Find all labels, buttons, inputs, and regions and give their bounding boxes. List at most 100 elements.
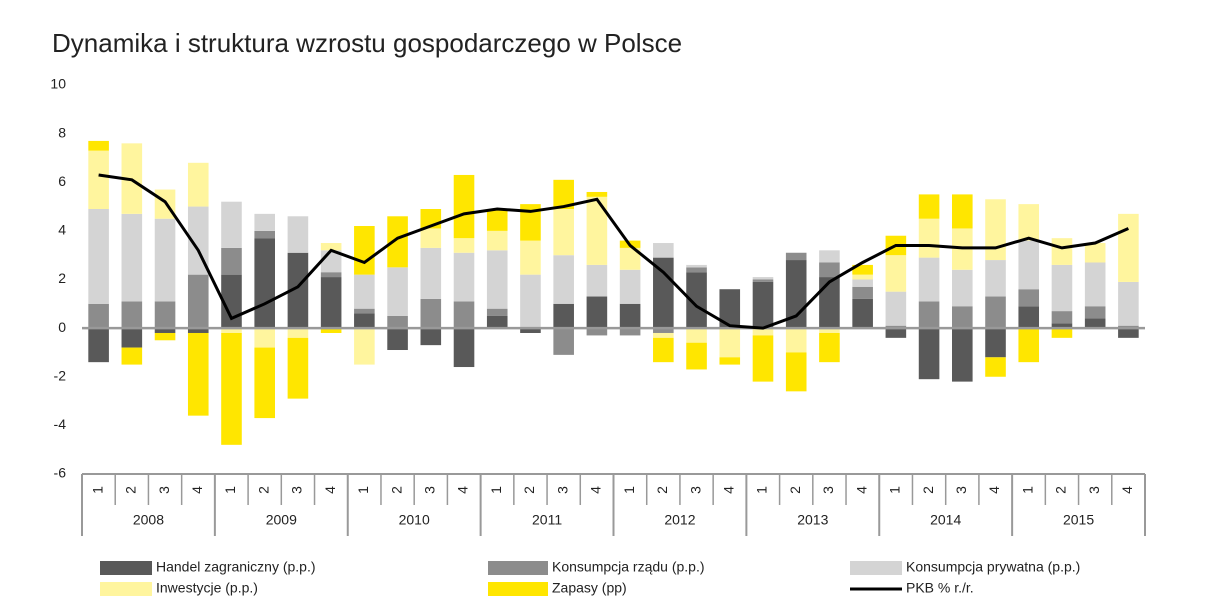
bar-segment: [187, 332, 209, 416]
bar-segment: [951, 269, 973, 307]
bar-segment: [619, 269, 641, 304]
y-tick-label: 0: [58, 319, 66, 335]
bar-segment: [154, 332, 176, 341]
x-tick-label: 3: [156, 486, 172, 494]
bar-segment: [951, 194, 973, 229]
bar-segment: [686, 272, 707, 329]
year-label: 2015: [1063, 512, 1094, 528]
bar-segment: [221, 332, 242, 445]
legend-swatch: [100, 582, 152, 596]
legend-label: Inwestycje (p.p.): [156, 580, 258, 596]
year-label: 2013: [797, 512, 828, 528]
y-tick-label: 2: [58, 270, 66, 286]
bar-segment: [686, 267, 707, 273]
line: [98, 173, 1129, 330]
year-label: 2009: [266, 512, 297, 528]
bar-segment: [653, 243, 674, 258]
bar-segment: [420, 298, 442, 329]
bar-segment: [985, 199, 1006, 261]
bar-segment: [387, 315, 408, 329]
bar-segment: [586, 328, 608, 336]
bar-segment: [453, 174, 475, 239]
bar-segment: [387, 216, 408, 268]
bar-segment: [486, 250, 508, 309]
bar-segment: [1018, 204, 1040, 241]
bar-segment: [619, 328, 641, 336]
y-tick-label: -4: [54, 416, 67, 432]
bar-segment: [852, 286, 873, 299]
x-tick-label: 2: [654, 486, 670, 494]
bar-segment: [121, 301, 143, 329]
bar-segment: [719, 357, 741, 365]
bar-segment: [287, 252, 309, 329]
year-label: 2008: [133, 512, 164, 528]
bar-segment: [586, 191, 608, 197]
legend-swatch: [850, 561, 902, 575]
x-tick-label: 1: [887, 486, 903, 494]
x-tick-label: 2: [521, 486, 537, 494]
bar-segment: [819, 332, 840, 363]
bar-segment: [287, 328, 309, 338]
x-tick-label: 4: [720, 486, 736, 494]
y-tick-label: -6: [54, 465, 67, 481]
bar-segment: [154, 301, 176, 329]
bar-segment: [1051, 264, 1073, 312]
bar-segment: [918, 301, 940, 329]
bar-segment: [354, 226, 375, 275]
x-tick-label: 4: [588, 486, 604, 494]
legend-swatch: [100, 561, 152, 575]
bar-segment: [1118, 213, 1139, 282]
bar-segment: [221, 201, 242, 248]
x-tick-label: 1: [621, 486, 637, 494]
bar-segment: [453, 301, 475, 329]
bar-segment: [885, 291, 907, 326]
bar-segment: [686, 264, 707, 268]
bar-segment: [918, 194, 940, 219]
x-tick-label: 3: [687, 486, 703, 494]
x-tick-label: 1: [754, 486, 770, 494]
y-tick-label: 4: [58, 222, 66, 238]
bar-segment: [553, 303, 574, 329]
bar-segment: [520, 328, 541, 333]
x-tick-label: 4: [455, 486, 471, 494]
bar-segment: [785, 352, 807, 392]
bar-segment: [885, 255, 907, 292]
bar-segment: [918, 328, 940, 380]
bar-segment: [121, 213, 143, 302]
bar-segment: [354, 313, 375, 329]
bar-segment: [553, 328, 574, 355]
bar-segment: [420, 328, 442, 346]
bar-segment: [387, 328, 408, 351]
bar-segment: [752, 277, 774, 280]
x-tick-label: 4: [853, 486, 869, 494]
x-tick-label: 1: [1019, 486, 1035, 494]
bar-segment: [653, 337, 674, 363]
bar-segment: [121, 328, 143, 348]
x-tick-label: 4: [1119, 486, 1135, 494]
x-tick-label: 4: [189, 486, 205, 494]
bar-segment: [154, 218, 176, 302]
bar-segment: [254, 230, 276, 239]
x-tick-label: 1: [222, 486, 238, 494]
bar-segment: [221, 247, 242, 275]
bar-segment: [354, 274, 375, 309]
bar-segment: [1018, 306, 1040, 329]
bar-segment: [819, 250, 840, 263]
bar-segment: [852, 279, 873, 287]
bar-segment: [154, 328, 176, 333]
x-tick-label: 3: [289, 486, 305, 494]
bar-segment: [486, 230, 508, 251]
bar-segment: [187, 328, 209, 333]
x-tick-label: 2: [388, 486, 404, 494]
legend-label: Handel zagraniczny (p.p.): [156, 559, 316, 575]
bar-segment: [254, 347, 276, 419]
bar-segment: [752, 281, 774, 329]
bar-segment: [88, 208, 109, 304]
bar-segment: [88, 328, 109, 363]
year-label: 2014: [930, 512, 961, 528]
bar-segment: [486, 308, 508, 316]
legend-label: Konsumpcja prywatna (p.p.): [906, 559, 1080, 575]
y-tick-label: 10: [50, 76, 66, 92]
bar-segment: [1084, 243, 1106, 263]
bar-segment: [1018, 328, 1040, 363]
